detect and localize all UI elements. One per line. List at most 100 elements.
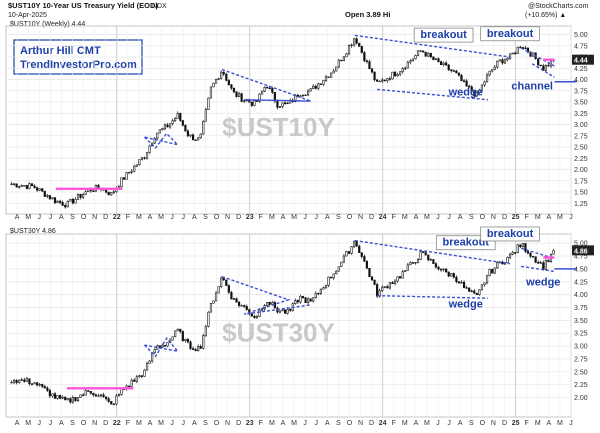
candle-body [388,78,392,80]
candle-body [511,252,514,255]
x-tick-label: M [158,420,164,427]
candle-body [202,120,205,135]
x-tick-label: M [535,214,541,221]
y-tick-label: 2.75 [574,356,588,363]
candle-body [360,252,363,257]
candle-body [516,244,519,253]
candle-body [373,71,376,81]
candle-body [209,302,213,313]
candle-body [473,91,476,97]
candle-body [107,398,110,402]
x-tick-label: F [259,214,263,221]
candle-body [537,261,540,264]
candle-body [82,193,85,198]
candle-body [503,59,507,64]
annotation-breakout: breakout [420,29,467,41]
candle-body [135,164,138,167]
x-tick-label: A [325,214,330,221]
candle-body [498,59,501,62]
x-tick-label: A [15,420,20,427]
y-tick-label: 3.75 [574,88,588,95]
candle-body [273,302,276,309]
candle-body [235,91,238,97]
candle-body [74,198,77,204]
candle-body [135,376,138,382]
candle-body [355,241,358,247]
candle-body [434,263,438,268]
x-tick-label: A [148,214,153,221]
pattern-channel-line [521,265,555,273]
candle-body [414,262,417,264]
x-tick-label: O [81,420,87,427]
candle-body [360,46,363,53]
candle-body [457,72,461,76]
candle-body [283,102,287,105]
candle-body [401,68,404,73]
candle-body [243,100,246,102]
candle-body [450,69,453,71]
candle-body [237,93,241,97]
candle-body [225,279,228,286]
candle-body [544,259,547,270]
candle-body [480,284,484,291]
candle-body [174,330,177,338]
candle-body [128,172,131,174]
candle-body [468,287,471,292]
x-tick-label: J [436,214,440,221]
y-tick-label: 2.50 [574,369,588,376]
candle-body [13,380,16,383]
x-tick-label: N [225,420,230,427]
candle-body [59,395,62,399]
candle-body [330,72,333,78]
x-tick-label: 23 [246,420,254,427]
candle-body [46,387,49,391]
x-tick-label: J [49,420,53,427]
x-tick-label: J [182,420,186,427]
x-tick-label: J [170,214,174,221]
candle-body [286,309,289,314]
candle-body [485,275,489,284]
candle-body [485,74,489,83]
candle-body [514,52,517,55]
x-tick-label: D [236,420,241,427]
candle-body [488,70,491,76]
x-tick-label: J [447,420,451,427]
last-value-label: 4.44 [574,58,588,65]
candle-body [38,188,41,191]
x-tick-label: J [447,214,451,221]
candle-body [43,190,46,197]
candle-body [335,66,338,72]
x-tick-label: J [569,214,573,221]
header-credit: @StockCharts.com [528,3,589,10]
candle-body [48,390,51,397]
candle-body [483,282,486,286]
candle-body [23,379,26,382]
candle-body [120,177,123,187]
candle-body [465,80,468,87]
candle-body [38,384,41,386]
candle-body [322,287,325,290]
header-exchange: INDX [150,3,167,10]
candle-body [56,395,59,399]
x-tick-label: J [182,214,186,221]
candle-body [347,45,351,55]
candle-body [25,185,28,189]
candle-body [263,87,266,92]
candle-body [184,338,187,342]
candle-body [516,46,519,54]
x-tick-label: N [92,420,97,427]
candle-body [345,53,348,58]
candle-body [381,286,384,291]
x-tick-label: O [214,214,220,221]
pattern-channel-line [520,247,555,260]
candle-body [491,69,494,72]
x-tick-label: M [158,214,164,221]
candle-body [225,73,228,81]
candle-body [176,113,179,119]
candle-body [483,81,486,86]
candle-body [447,271,450,277]
candle-body [184,124,187,132]
x-tick-label: A [192,214,197,221]
candle-body [480,84,484,91]
candle-body [250,101,253,106]
